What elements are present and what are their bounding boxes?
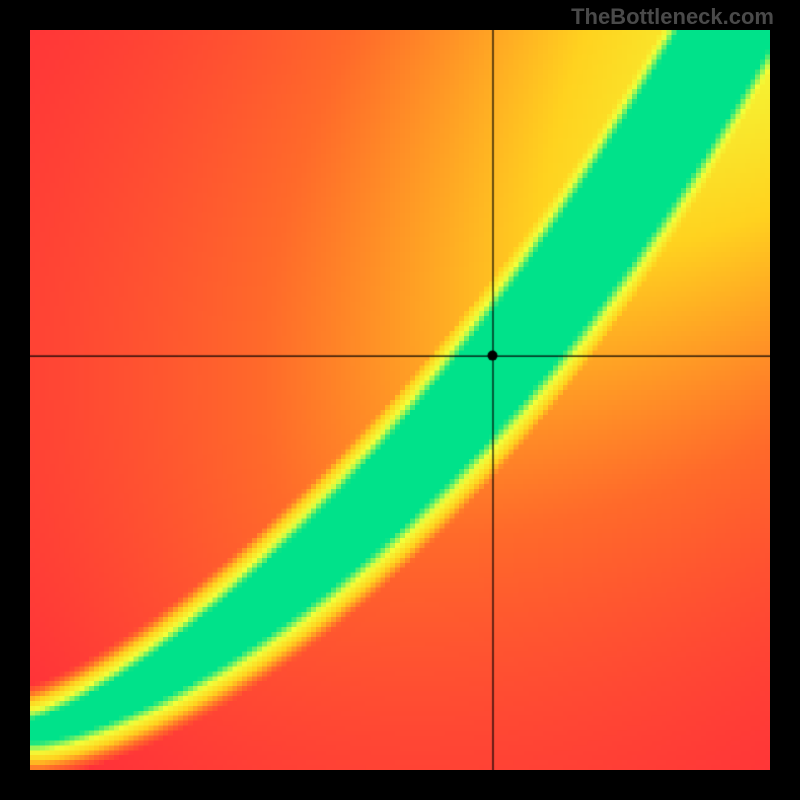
bottleneck-heatmap	[30, 30, 770, 770]
chart-container: TheBottleneck.com	[0, 0, 800, 800]
watermark-text: TheBottleneck.com	[571, 4, 774, 30]
